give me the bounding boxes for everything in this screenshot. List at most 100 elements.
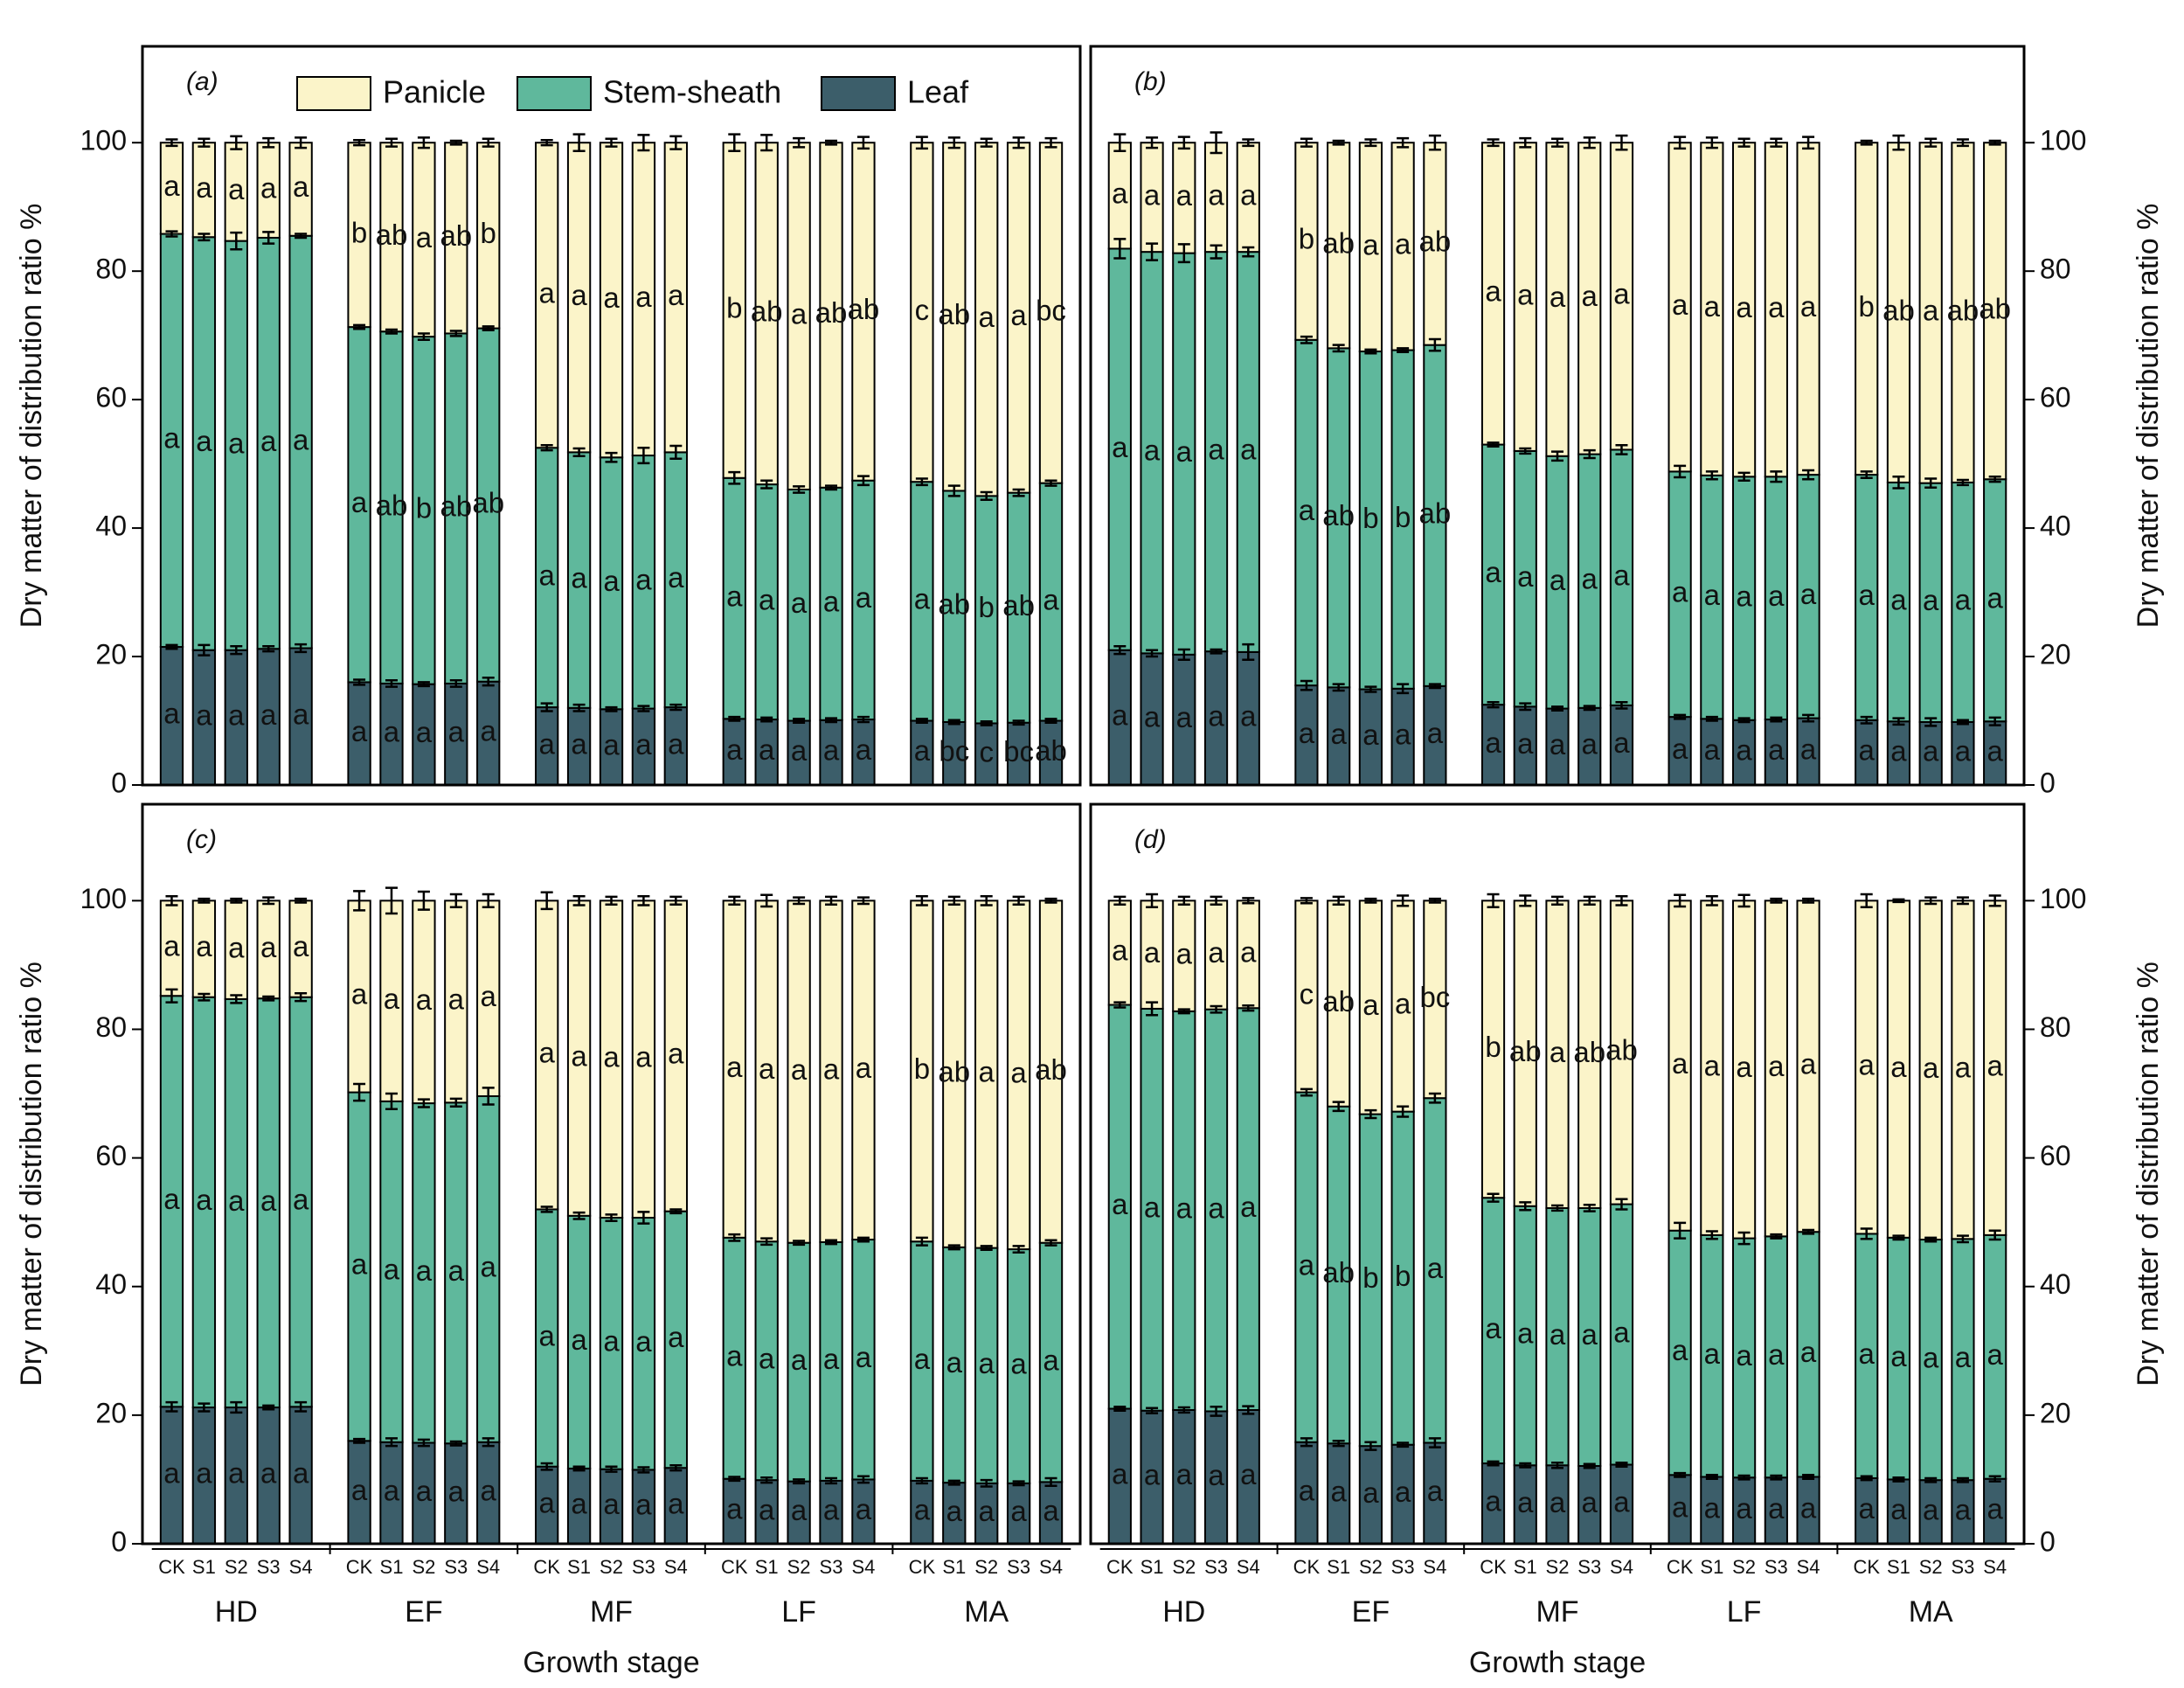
error-bar	[760, 893, 773, 908]
significance-label: a	[1890, 1340, 1907, 1372]
error-bar	[385, 137, 398, 148]
bar-segment	[444, 900, 468, 1104]
error-bar	[1519, 1462, 1532, 1469]
x-tick-label: S1	[192, 1556, 216, 1578]
bar-segment	[412, 336, 436, 685]
significance-label: a	[1736, 1339, 1752, 1372]
error-bar	[385, 1092, 398, 1110]
x-tick-label: S1	[1141, 1556, 1164, 1578]
significance-label: ab	[440, 490, 472, 522]
significance-label: ab	[1322, 499, 1355, 531]
y-tick-label: 100	[80, 125, 127, 156]
error-bar	[1924, 896, 1938, 906]
significance-label: a	[538, 276, 555, 309]
bar-segment	[288, 142, 313, 237]
significance-label: a	[260, 171, 277, 204]
error-bar	[605, 451, 618, 463]
error-bar	[728, 133, 741, 153]
significance-label: a	[946, 1495, 963, 1527]
bar-segment	[1390, 687, 1415, 786]
bar-segment	[1796, 474, 1820, 719]
significance-label: a	[1800, 733, 1817, 766]
bar-segment	[1983, 478, 2007, 723]
error-bar	[1705, 894, 1718, 907]
bar-segment	[787, 719, 811, 786]
bar-segment	[1796, 717, 1820, 786]
error-bar	[669, 1464, 683, 1472]
error-bar	[1802, 1474, 1815, 1480]
error-bar	[605, 1213, 618, 1222]
x-tick-label: S3	[1204, 1556, 1228, 1578]
bar-segment	[1731, 142, 1757, 478]
error-bar	[540, 1462, 553, 1471]
significance-label: a	[791, 734, 808, 767]
error-bar	[1519, 1201, 1532, 1212]
significance-label: a	[416, 221, 433, 254]
error-bar	[947, 136, 960, 149]
significance-label: a	[1986, 1049, 2003, 1081]
error-bar	[1770, 1474, 1783, 1481]
error-bar	[1397, 894, 1410, 907]
x-tick-label: S1	[755, 1556, 779, 1578]
y-tick-label: 40	[95, 511, 127, 542]
error-bar	[1044, 479, 1057, 487]
error-bar	[1860, 715, 1873, 725]
error-bar	[1674, 464, 1687, 479]
error-bar	[540, 1205, 553, 1213]
y-tick-label: 40	[2040, 1268, 2071, 1300]
error-bar	[793, 485, 806, 494]
error-bar	[1583, 448, 1596, 460]
error-bar	[1487, 441, 1500, 448]
error-bar	[793, 1240, 806, 1247]
significance-label: a	[1859, 734, 1875, 767]
x-tick-label: S4	[1797, 1556, 1820, 1578]
error-bar	[1487, 700, 1500, 709]
significance-label: a	[1704, 290, 1721, 323]
significance-label: a	[1704, 579, 1721, 611]
error-bar	[1583, 895, 1596, 907]
significance-label: a	[1144, 700, 1161, 733]
error-bar	[572, 1465, 586, 1472]
significance-label: a	[481, 715, 497, 747]
error-bar	[1012, 719, 1025, 726]
error-bar	[1705, 1474, 1718, 1480]
x-axis-label: Growth stage	[523, 1646, 699, 1679]
significance-label: a	[1613, 1485, 1630, 1518]
error-bar	[1705, 470, 1718, 481]
bar-segment	[787, 900, 811, 1244]
significance-label: a	[1043, 583, 1059, 615]
bar-segment	[1545, 1206, 1570, 1467]
bar-segment	[191, 142, 217, 239]
error-bar	[669, 444, 683, 460]
bar-segment	[1203, 142, 1229, 254]
significance-label: a	[293, 930, 309, 962]
significance-label: a	[1010, 1348, 1027, 1380]
significance-label: a	[791, 1494, 808, 1526]
error-bar	[793, 896, 806, 906]
error-bar	[262, 1404, 275, 1411]
legend-label: Panicle	[383, 74, 486, 110]
error-bar	[1956, 478, 1969, 487]
significance-label: a	[1485, 556, 1501, 588]
error-bar	[980, 490, 993, 502]
significance-label: a	[571, 561, 587, 594]
error-bar	[417, 332, 430, 342]
y-tick-label: 40	[2040, 511, 2071, 542]
bar-segment	[1140, 652, 1164, 786]
error-bar	[1364, 685, 1377, 693]
significance-label: ab	[751, 295, 783, 327]
significance-label: a	[1395, 988, 1411, 1020]
error-bar	[1397, 683, 1410, 695]
error-bar	[1551, 1462, 1563, 1469]
significance-label: a	[1485, 1485, 1501, 1518]
panel-label: (b)	[1134, 67, 1167, 96]
y-tick-label: 100	[2040, 125, 2086, 156]
significance-label: a	[856, 1052, 872, 1084]
significance-label: a	[1395, 719, 1411, 751]
significance-label: b	[1395, 1260, 1411, 1292]
significance-label: a	[856, 581, 872, 614]
significance-label: a	[1672, 1047, 1688, 1080]
error-bar	[1892, 476, 1905, 490]
significance-label: bc	[1419, 981, 1450, 1013]
error-bar	[1012, 1480, 1025, 1487]
